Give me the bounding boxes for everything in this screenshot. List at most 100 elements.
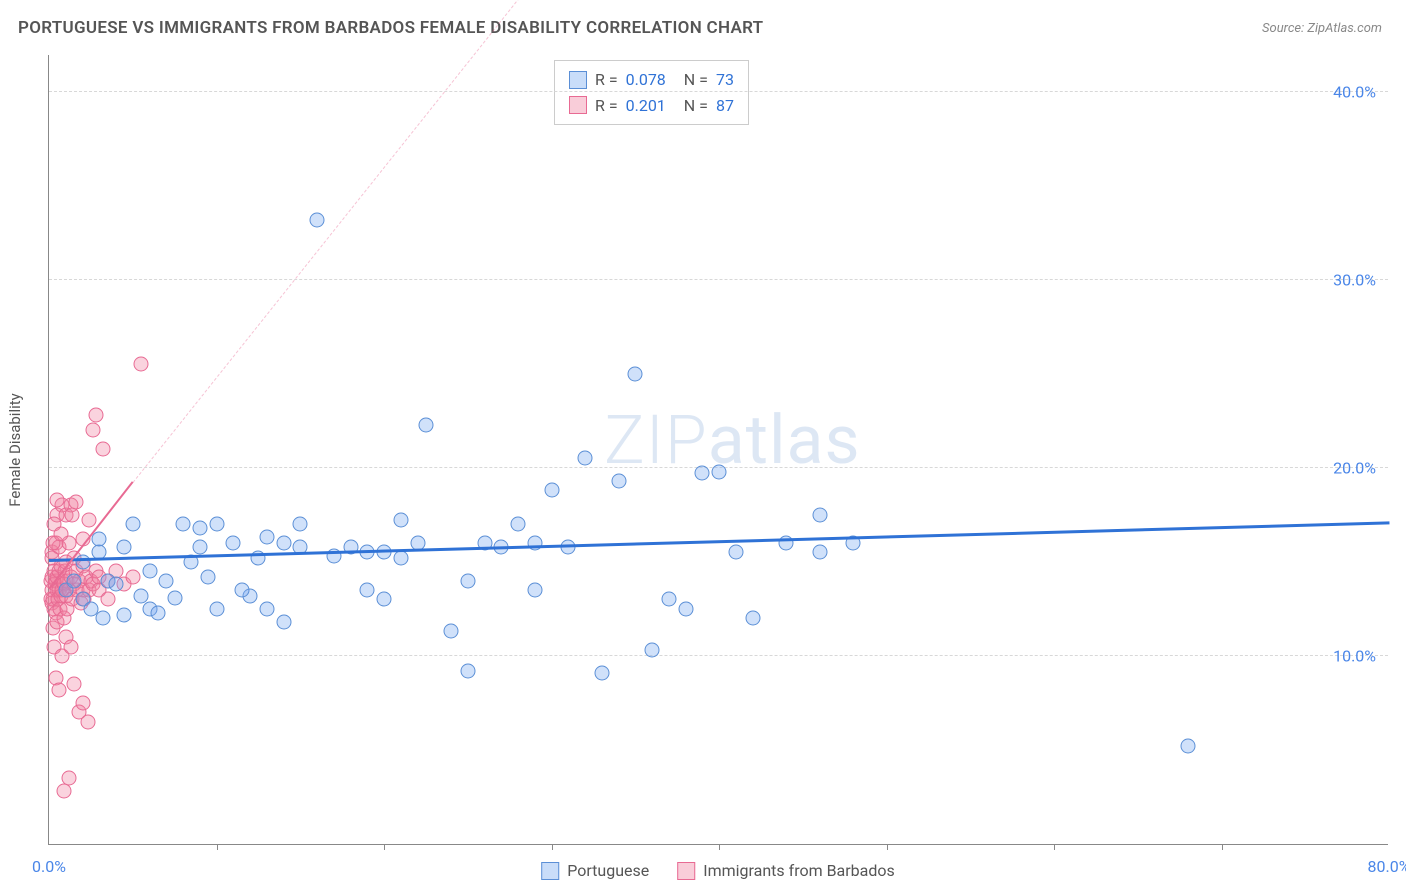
scatter-point [134, 357, 149, 372]
scatter-point [201, 569, 216, 584]
swatch-pink [677, 862, 695, 880]
trend-dash [132, 0, 535, 483]
scatter-point [67, 573, 82, 588]
chart-container: Female Disability ZIPatlas R = 0.078 N =… [48, 55, 1388, 845]
y-axis-label: Female Disability [6, 393, 24, 507]
scatter-point [159, 573, 174, 588]
x-tick [552, 844, 553, 850]
legend-item-pink: Immigrants from Barbados [677, 861, 895, 880]
scatter-point [63, 639, 78, 654]
n-label: N = [684, 93, 708, 119]
scatter-point [88, 408, 103, 423]
stats-row-blue: R = 0.078 N = 73 [569, 67, 734, 93]
gridline [49, 655, 1388, 656]
scatter-point [95, 442, 110, 457]
scatter-point [82, 513, 97, 528]
scatter-point [117, 607, 132, 622]
scatter-point [695, 466, 710, 481]
scatter-point [578, 451, 593, 466]
bottom-legend: Portuguese Immigrants from Barbados [541, 861, 895, 880]
y-tick-label: 30.0% [1333, 270, 1376, 289]
n-value-pink: 87 [716, 93, 734, 119]
legend-label-pink: Immigrants from Barbados [703, 861, 895, 880]
scatter-point [276, 536, 291, 551]
scatter-point [95, 611, 110, 626]
n-label: N = [684, 67, 708, 93]
scatter-point [393, 551, 408, 566]
scatter-point [68, 494, 83, 509]
x-tick [217, 844, 218, 850]
gridline [49, 91, 1388, 92]
scatter-point [310, 212, 325, 227]
scatter-point [611, 473, 626, 488]
scatter-point [527, 583, 542, 598]
scatter-point [728, 545, 743, 560]
y-tick-label: 40.0% [1333, 82, 1376, 101]
scatter-point [92, 532, 107, 547]
watermark: ZIPatlas [604, 400, 861, 480]
gridline [49, 279, 1388, 280]
r-label: R = [595, 93, 618, 119]
x-tick [1054, 844, 1055, 850]
scatter-point [377, 592, 392, 607]
y-tick-label: 10.0% [1333, 646, 1376, 665]
scatter-point [192, 539, 207, 554]
scatter-point [393, 513, 408, 528]
trend-line [49, 522, 1389, 562]
x-tick [887, 844, 888, 850]
swatch-blue [569, 71, 587, 89]
scatter-point [150, 605, 165, 620]
scatter-point [226, 536, 241, 551]
scatter-point [50, 492, 65, 507]
scatter-point [628, 366, 643, 381]
plot-area: Female Disability ZIPatlas R = 0.078 N =… [48, 55, 1388, 845]
scatter-point [594, 665, 609, 680]
scatter-point [234, 583, 249, 598]
x-tick [384, 844, 385, 850]
scatter-point [527, 536, 542, 551]
scatter-point [812, 545, 827, 560]
scatter-point [360, 583, 375, 598]
scatter-point [52, 682, 67, 697]
scatter-point [75, 695, 90, 710]
chart-title: PORTUGUESE VS IMMIGRANTS FROM BARBADOS F… [18, 18, 763, 38]
scatter-point [209, 601, 224, 616]
x-tick [719, 844, 720, 850]
scatter-point [712, 464, 727, 479]
scatter-point [142, 564, 157, 579]
scatter-point [80, 714, 95, 729]
r-value-pink: 0.201 [626, 93, 666, 119]
scatter-point [377, 545, 392, 560]
scatter-point [276, 615, 291, 630]
r-label: R = [595, 67, 618, 93]
scatter-point [109, 577, 124, 592]
x-tick-label: 80.0% [1368, 857, 1406, 876]
scatter-point [65, 507, 80, 522]
scatter-point [661, 592, 676, 607]
scatter-point [418, 417, 433, 432]
scatter-point [117, 539, 132, 554]
stats-row-pink: R = 0.201 N = 87 [569, 93, 734, 119]
scatter-point [1181, 739, 1196, 754]
scatter-point [75, 554, 90, 569]
source-label: Source: ZipAtlas.com [1262, 21, 1382, 36]
scatter-point [293, 517, 308, 532]
swatch-blue [541, 862, 559, 880]
legend-label-blue: Portuguese [567, 861, 649, 880]
x-tick [1222, 844, 1223, 850]
scatter-point [125, 517, 140, 532]
scatter-point [511, 517, 526, 532]
scatter-point [100, 592, 115, 607]
scatter-point [67, 677, 82, 692]
stats-legend: R = 0.078 N = 73 R = 0.201 N = 87 [554, 60, 749, 125]
scatter-point [678, 601, 693, 616]
scatter-point [125, 569, 140, 584]
scatter-point [444, 624, 459, 639]
scatter-point [85, 423, 100, 438]
scatter-point [192, 521, 207, 536]
scatter-point [544, 483, 559, 498]
scatter-point [460, 663, 475, 678]
swatch-pink [569, 96, 587, 114]
scatter-point [645, 643, 660, 658]
scatter-point [176, 517, 191, 532]
